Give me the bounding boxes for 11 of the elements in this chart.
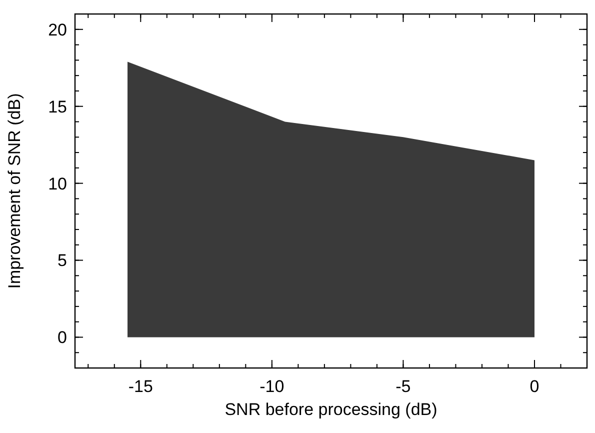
y-axis-title: Improvement of SNR (dB) — [5, 93, 24, 289]
y-tick-label: 10 — [48, 174, 67, 194]
x-tick-label: -10 — [260, 377, 284, 396]
y-tick-label: 15 — [48, 97, 67, 116]
x-tick-label: -15 — [128, 377, 153, 396]
y-tick-label: 5 — [58, 251, 67, 270]
x-tick-label: -5 — [396, 377, 411, 396]
x-tick-label: 0 — [530, 377, 540, 396]
x-axis-title: SNR before processing (dB) — [224, 400, 438, 419]
y-tick-label: 0 — [58, 328, 67, 348]
y-tick-label: 20 — [48, 20, 67, 40]
